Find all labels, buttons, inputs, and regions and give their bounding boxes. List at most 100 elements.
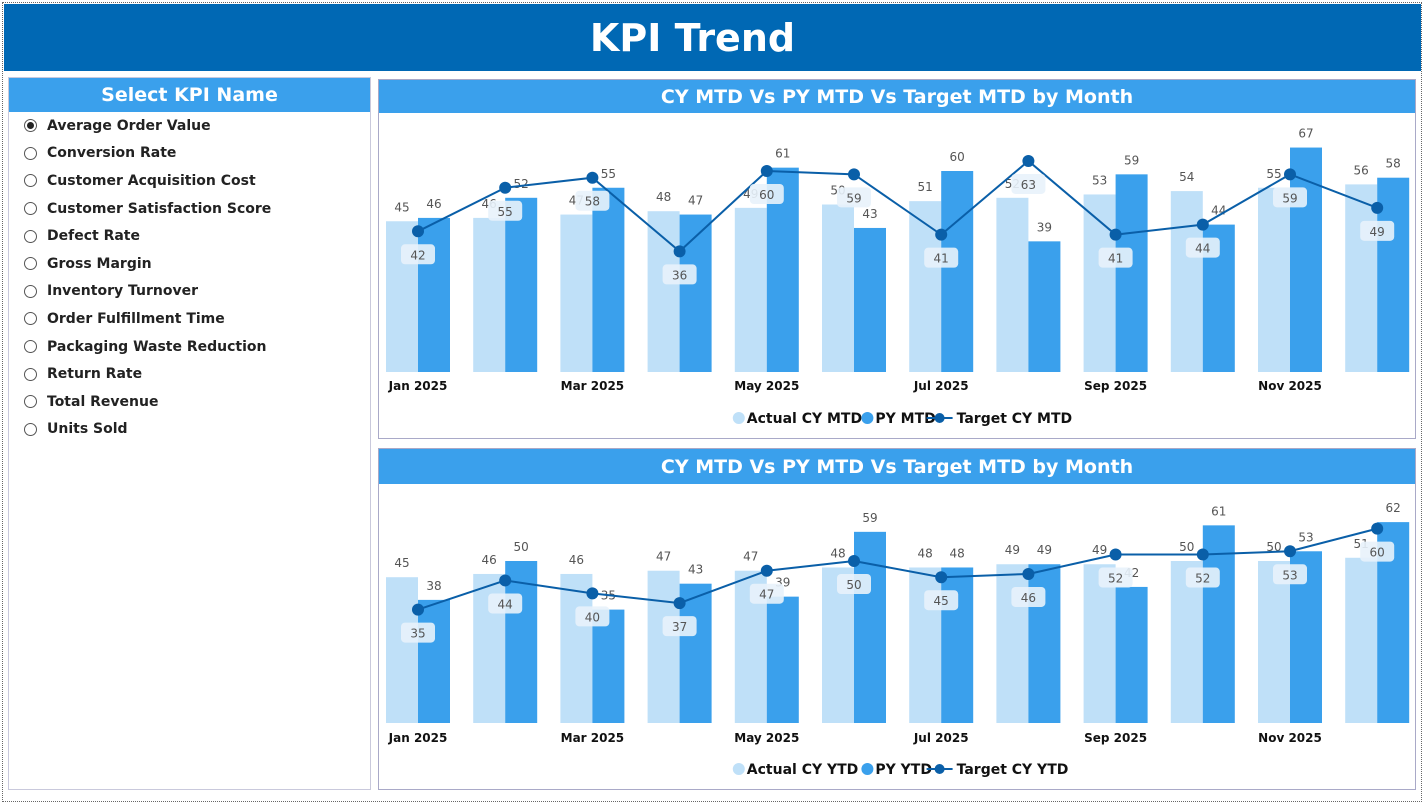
- target-point: [586, 587, 599, 600]
- target-label-box: [1011, 586, 1046, 607]
- actual-data-label: 46: [569, 553, 584, 567]
- py-data-label: 60: [950, 150, 965, 164]
- kpi-option[interactable]: Customer Acquisition Cost: [9, 167, 370, 195]
- radio-button[interactable]: [24, 422, 37, 436]
- py-data-label: 53: [1298, 530, 1313, 544]
- py-data-label: 59: [1124, 153, 1139, 167]
- kpi-option[interactable]: Gross Margin: [9, 250, 370, 278]
- target-data-label: 58: [585, 195, 600, 209]
- target-label-box: [662, 264, 697, 285]
- radio-button[interactable]: [24, 284, 37, 298]
- target-point: [673, 597, 686, 610]
- actual-data-label: 49: [1092, 543, 1107, 557]
- kpi-option[interactable]: Average Order Value: [9, 112, 370, 140]
- actual-bar: [1170, 561, 1203, 723]
- target-data-label: 37: [672, 620, 687, 634]
- actual-data-label: 55: [1266, 167, 1281, 181]
- actual-data-label: 47: [743, 550, 758, 564]
- actual-bar: [1258, 561, 1290, 723]
- chart-title: CY MTD Vs PY MTD Vs Target MTD by Month: [379, 80, 1415, 113]
- py-data-label: 50: [514, 540, 529, 554]
- legend-label: Actual CY YTD: [747, 762, 859, 778]
- target-point: [848, 168, 860, 181]
- py-bar: [766, 596, 799, 723]
- legend-marker: [861, 412, 874, 424]
- target-point: [586, 171, 599, 184]
- kpi-option[interactable]: Return Rate: [9, 360, 370, 388]
- radio-button[interactable]: [24, 257, 37, 271]
- actual-data-label: 53: [1092, 173, 1107, 187]
- target-label-box: [1185, 237, 1220, 258]
- radio-button[interactable]: [24, 146, 37, 160]
- legend-label: Target CY MTD: [957, 411, 1073, 427]
- target-point: [499, 181, 512, 194]
- py-bar: [592, 609, 625, 723]
- kpi-slicer: Select KPI Name Average Order Value Conve…: [8, 77, 371, 790]
- py-data-label: 62: [1386, 501, 1401, 515]
- mtd-chart-panel: CY MTD Vs PY MTD Vs Target MTD by Month …: [378, 79, 1416, 439]
- legend-marker: [934, 764, 945, 774]
- x-tick-label: Sep 2025: [1084, 379, 1147, 393]
- kpi-option[interactable]: Defect Rate: [9, 222, 370, 250]
- target-data-label: 49: [1370, 225, 1385, 239]
- target-data-label: 60: [1370, 546, 1385, 560]
- actual-data-label: 45: [394, 200, 409, 214]
- actual-bar: [1083, 194, 1116, 372]
- radio-button[interactable]: [24, 312, 37, 326]
- kpi-option-label: Units Sold: [47, 421, 128, 438]
- page-title: KPI Trend: [4, 4, 1421, 71]
- kpi-option[interactable]: Total Revenue: [9, 388, 370, 416]
- radio-button[interactable]: [24, 367, 37, 381]
- radio-button[interactable]: [24, 340, 37, 354]
- kpi-option[interactable]: Packaging Waste Reduction: [9, 333, 370, 361]
- actual-bar: [909, 201, 942, 372]
- kpi-option-label: Average Order Value: [47, 117, 211, 134]
- radio-button[interactable]: [24, 395, 37, 409]
- kpi-option-label: Customer Satisfaction Score: [47, 200, 272, 217]
- actual-data-label: 50: [1266, 540, 1281, 554]
- kpi-option[interactable]: Customer Satisfaction Score: [9, 195, 370, 223]
- py-bar: [1115, 586, 1148, 723]
- target-label-box: [837, 574, 871, 594]
- actual-data-label: 45: [394, 556, 409, 570]
- target-data-label: 42: [410, 248, 425, 262]
- py-data-label: 67: [1298, 127, 1313, 141]
- target-point: [1284, 168, 1296, 181]
- target-point: [760, 165, 773, 177]
- target-data-label: 60: [759, 188, 774, 202]
- x-tick-label: Jul 2025: [913, 379, 969, 393]
- actual-bar: [560, 573, 593, 723]
- target-data-label: 50: [846, 578, 861, 592]
- legend-marker: [732, 763, 745, 775]
- target-data-label: 52: [1195, 572, 1210, 586]
- actual-data-label: 54: [1179, 170, 1194, 184]
- target-point: [1371, 522, 1384, 535]
- target-label-box: [749, 583, 784, 604]
- target-label-box: [1185, 567, 1220, 588]
- kpi-option-label: Return Rate: [47, 366, 143, 383]
- kpi-option[interactable]: Conversion Rate: [9, 140, 370, 168]
- target-point: [1109, 228, 1122, 241]
- target-data-label: 44: [1195, 242, 1210, 256]
- target-label-box: [401, 622, 435, 643]
- target-data-label: 40: [585, 610, 600, 624]
- radio-button[interactable]: [24, 119, 37, 133]
- target-data-label: 46: [1021, 591, 1036, 605]
- target-point: [1109, 548, 1122, 561]
- radio-button[interactable]: [24, 229, 37, 243]
- actual-data-label: 49: [1005, 543, 1020, 557]
- target-data-label: 41: [1108, 252, 1123, 266]
- py-data-label: 38: [426, 579, 441, 593]
- legend-label: Target CY YTD: [957, 762, 1069, 778]
- radio-button[interactable]: [24, 174, 37, 188]
- kpi-option[interactable]: Inventory Turnover: [9, 278, 370, 306]
- x-tick-label: May 2025: [734, 731, 799, 745]
- actual-bar: [647, 570, 680, 723]
- target-label-box: [1273, 564, 1307, 585]
- py-bar: [1115, 174, 1148, 372]
- kpi-option[interactable]: Units Sold: [9, 416, 370, 444]
- radio-button[interactable]: [24, 202, 37, 216]
- kpi-option[interactable]: Order Fulfillment Time: [9, 305, 370, 333]
